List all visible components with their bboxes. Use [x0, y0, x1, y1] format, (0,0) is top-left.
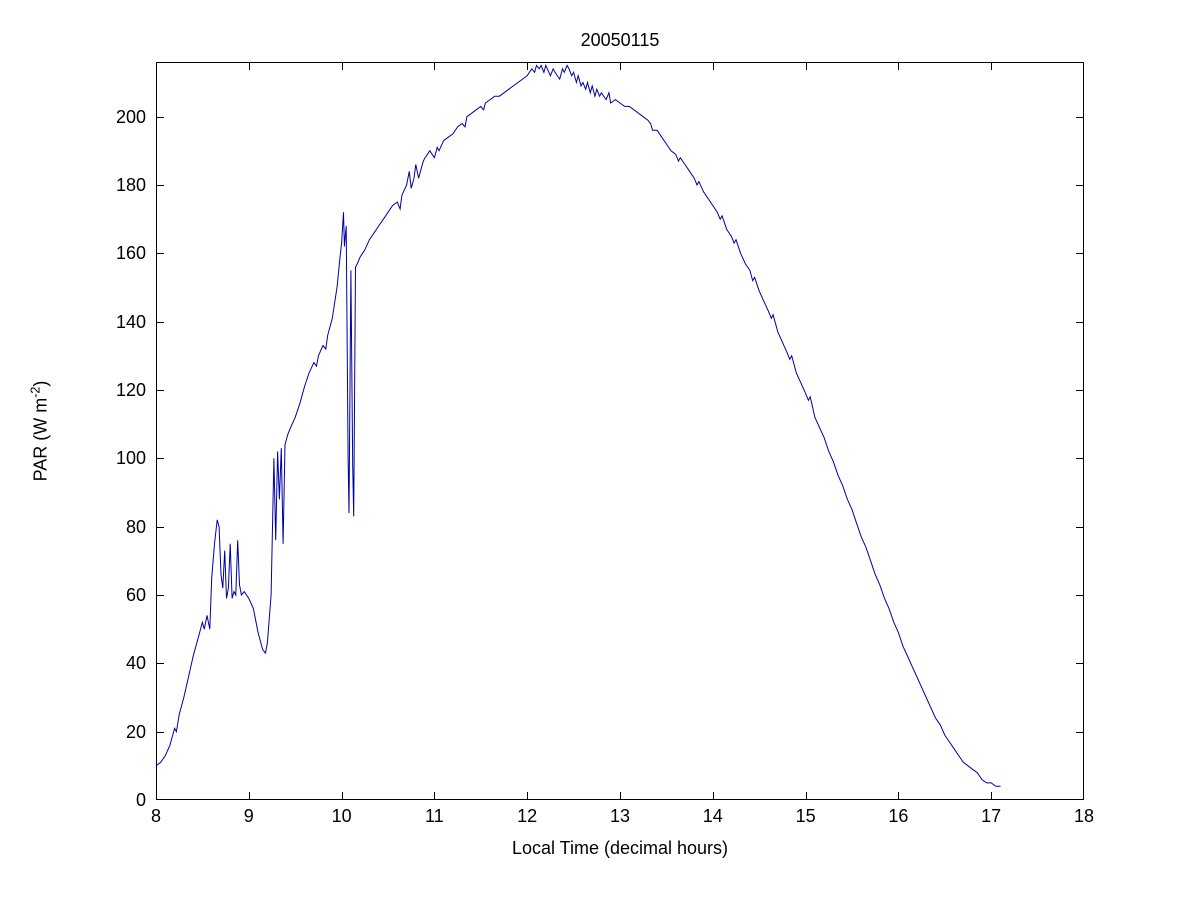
y-tick-labels: 0 20 40 60 80 100 120 140 160 180 200	[88, 62, 146, 810]
y-tick-label: 180	[115, 175, 146, 195]
x-tick-label: 9	[243, 806, 254, 826]
y-axis-label-prefix: PAR (W m	[30, 397, 51, 482]
x-axis-label: Local Time (decimal hours)	[511, 838, 729, 858]
y-tick-label: 100	[115, 448, 146, 469]
x-tick-label: 13	[609, 806, 631, 826]
y-tick-label: 200	[115, 106, 146, 127]
y-tick-label: 0	[135, 790, 146, 810]
chart-title: 20050115	[580, 30, 660, 50]
y-tick-label: 60	[125, 585, 146, 605]
x-tick-labels: 8 9 10 11 12 13 14 15 16 17 18	[151, 806, 1094, 830]
y-tick-label: 40	[125, 653, 146, 674]
x-tick-label: 14	[702, 806, 723, 826]
y-axis-label-suffix: )	[30, 380, 51, 387]
x-tick-label: 17	[981, 806, 1002, 826]
axes-box	[156, 62, 1084, 800]
plot-line	[156, 63, 1001, 787]
x-tick-label: 15	[795, 806, 816, 826]
x-tick-label: 12	[517, 806, 538, 826]
x-tick-label: 10	[331, 806, 352, 826]
y-axis-label-superscript: -2	[28, 386, 43, 398]
x-tick-label: 8	[150, 806, 161, 826]
y-tick-label: 120	[115, 380, 146, 400]
x-tick-label: 18	[1073, 806, 1095, 826]
y-axis-label: PAR (W m-2)	[29, 381, 52, 482]
x-tick-label: 11	[425, 806, 444, 826]
plot-canvas	[156, 62, 1084, 800]
y-tick-label: 80	[125, 516, 146, 537]
y-tick-label: 20	[125, 721, 146, 742]
y-tick-label: 160	[115, 243, 146, 264]
x-tick-label: 16	[888, 806, 909, 826]
y-tick-label: 140	[115, 311, 146, 332]
plot-area	[156, 62, 1084, 800]
